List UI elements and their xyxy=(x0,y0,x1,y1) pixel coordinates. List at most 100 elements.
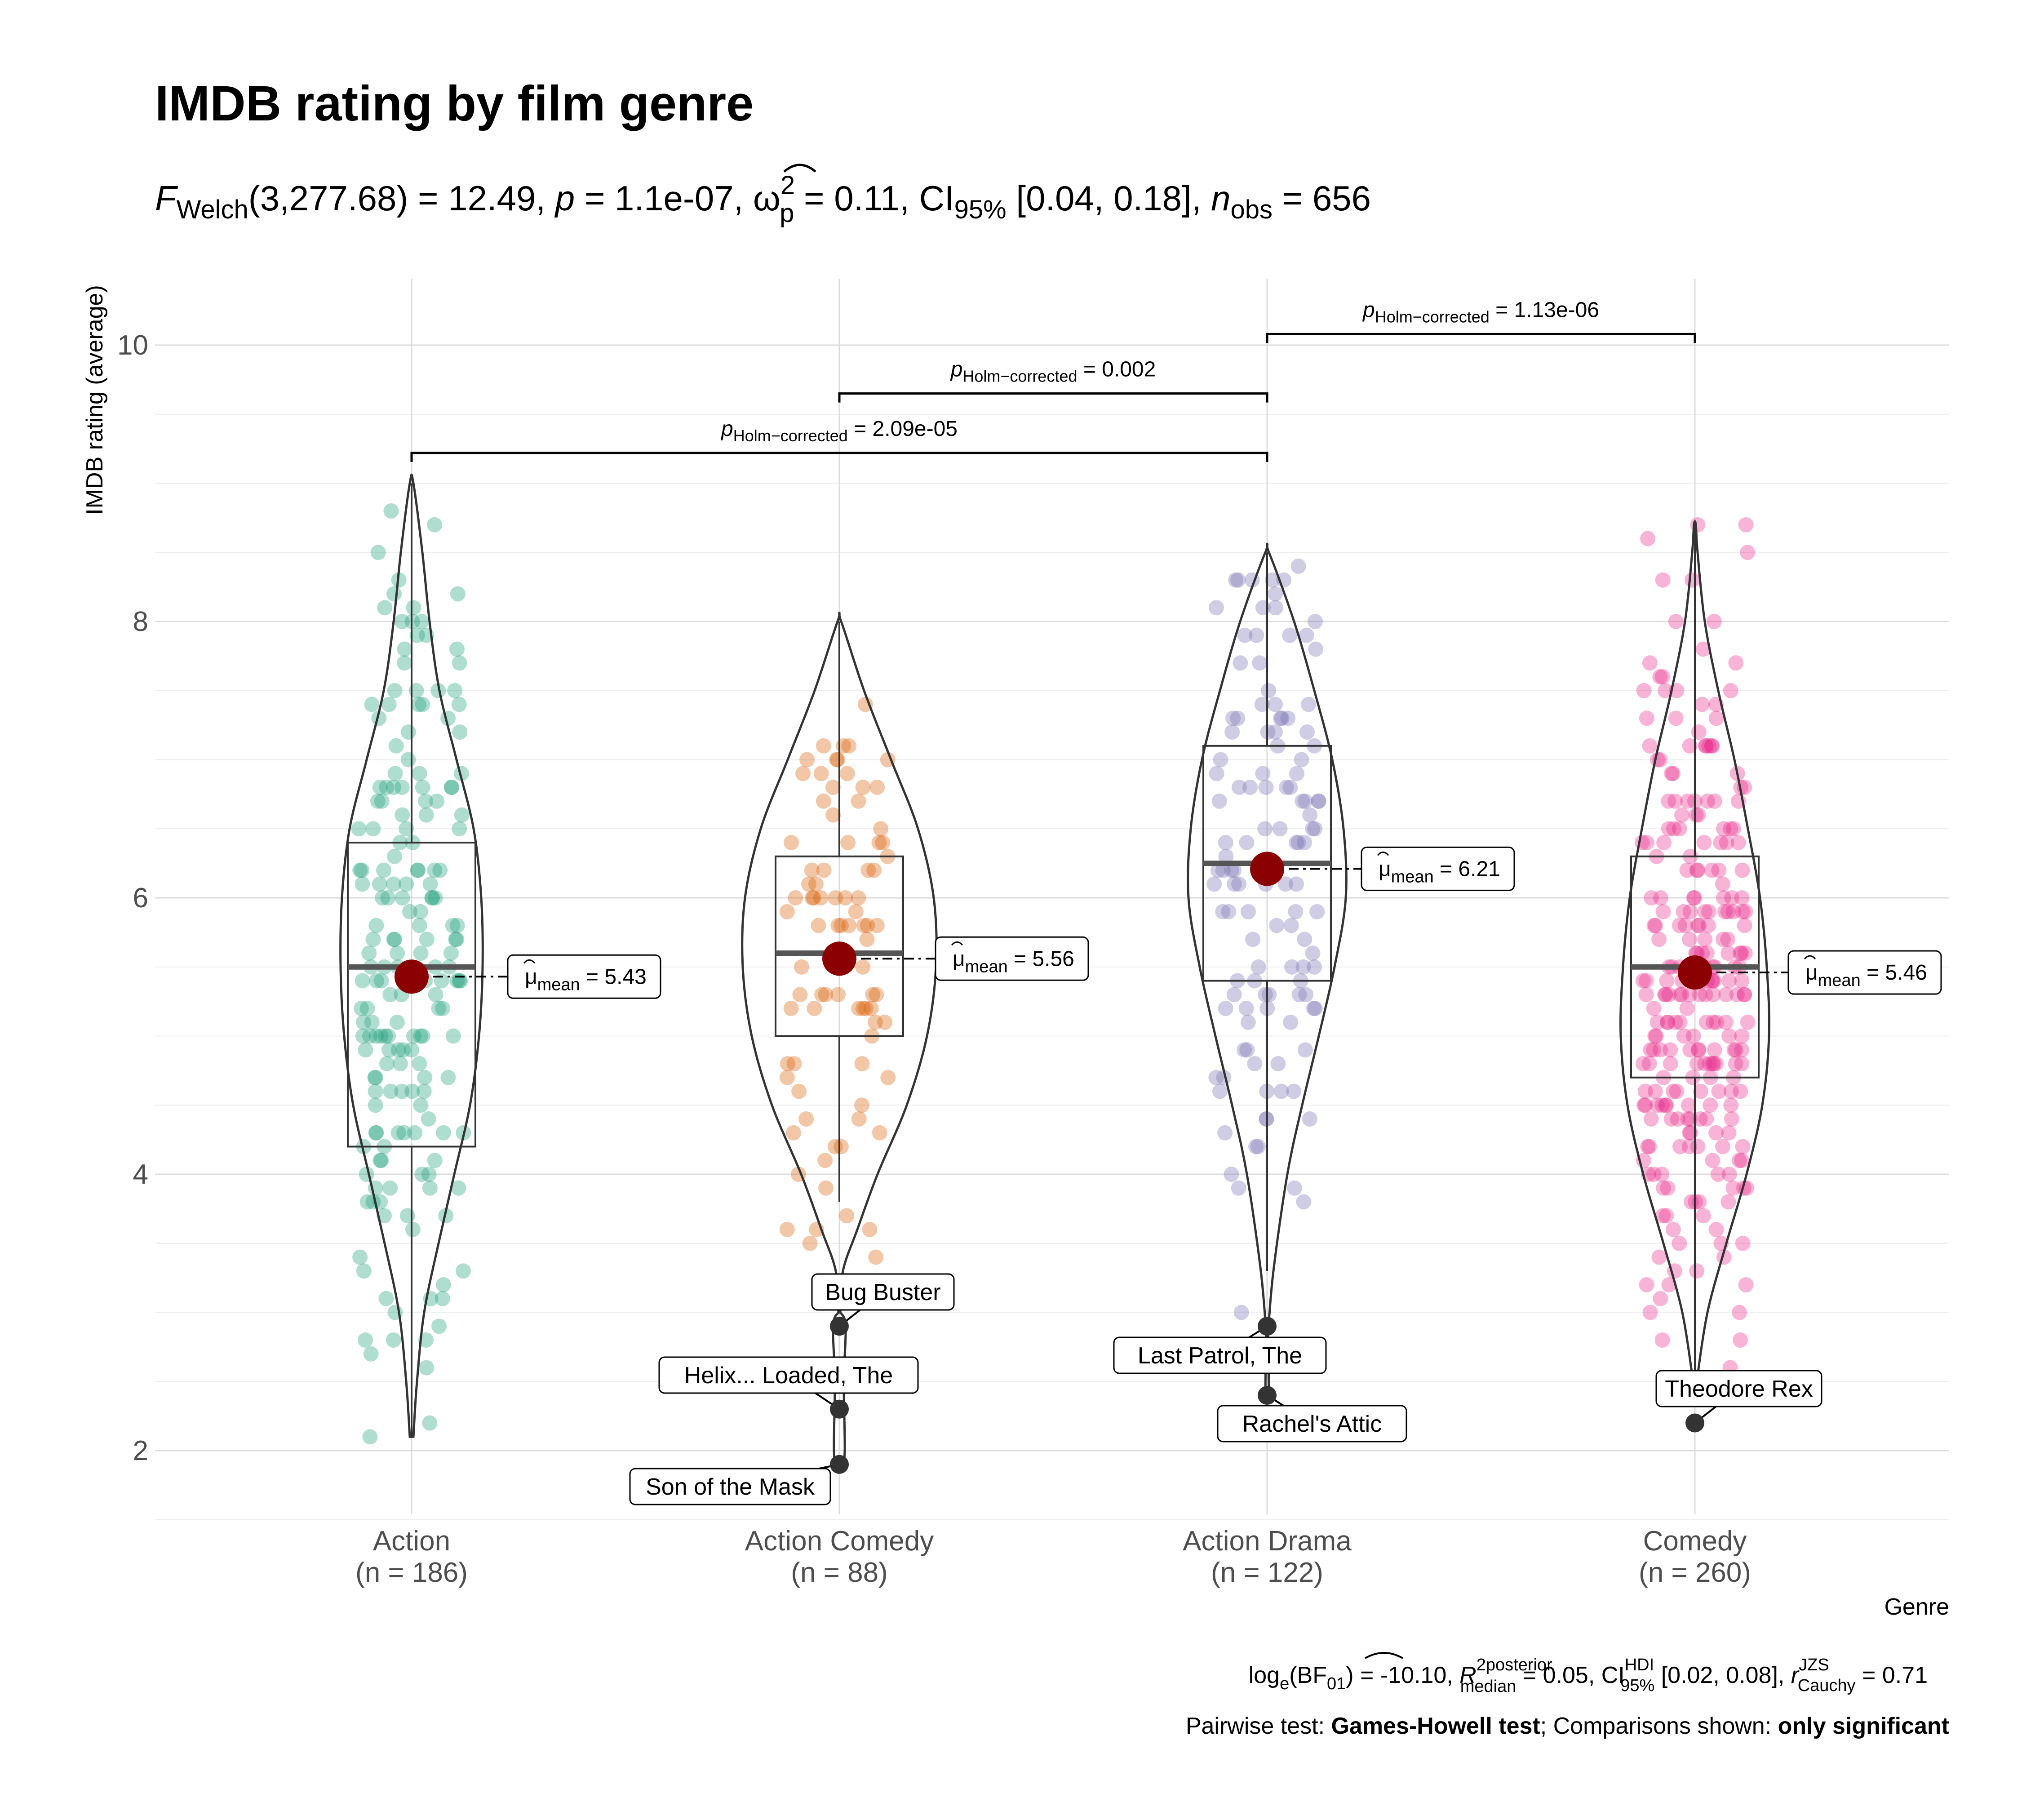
outlier-label-box xyxy=(1217,1405,1407,1443)
data-point xyxy=(813,890,829,906)
data-point xyxy=(1274,710,1290,726)
data-point xyxy=(779,1222,795,1237)
x-tick-label: Action Drama xyxy=(1183,1526,1352,1557)
mean-label-hat xyxy=(523,959,536,964)
mean-label: μmean = 6.21 xyxy=(1379,857,1500,886)
violin-outline xyxy=(1187,542,1348,1335)
data-point xyxy=(1237,1042,1252,1058)
data-point xyxy=(416,1083,432,1099)
data-point xyxy=(839,1208,855,1224)
data-point xyxy=(788,890,803,906)
pairwise-label: pHolm−corrected = 0.002 xyxy=(950,358,1156,386)
outlier-point xyxy=(830,1455,849,1474)
data-point xyxy=(1268,586,1283,602)
data-point xyxy=(427,890,443,906)
x-tick-count: (n = 260) xyxy=(1639,1557,1751,1588)
data-point xyxy=(1655,904,1671,919)
data-point xyxy=(400,752,416,768)
data-point xyxy=(1737,918,1752,933)
data-point xyxy=(860,862,876,878)
data-point xyxy=(1307,821,1323,837)
mean-label-hat xyxy=(1804,955,1816,960)
outlier-point xyxy=(1258,1386,1277,1405)
data-point xyxy=(1709,1014,1725,1030)
data-point xyxy=(1288,904,1304,919)
data-point xyxy=(1734,1042,1750,1058)
data-point xyxy=(1737,987,1752,1003)
data-point xyxy=(848,904,864,919)
data-point xyxy=(354,862,370,878)
data-point xyxy=(1299,627,1314,643)
data-point xyxy=(1724,890,1740,906)
data-point xyxy=(1211,793,1227,809)
data-point xyxy=(386,780,401,795)
data-point xyxy=(435,1277,451,1292)
data-point xyxy=(1696,835,1712,850)
data-point xyxy=(1690,1139,1706,1154)
data-point xyxy=(1678,918,1693,933)
data-point xyxy=(1682,738,1698,754)
data-point xyxy=(1231,780,1247,795)
data-point xyxy=(836,738,851,754)
data-point xyxy=(1638,973,1654,989)
data-point xyxy=(368,1028,384,1044)
data-point xyxy=(1682,932,1698,947)
data-point xyxy=(1305,946,1321,961)
data-point xyxy=(412,918,427,933)
data-point xyxy=(414,1167,430,1182)
data-point xyxy=(380,890,396,906)
caption-line-2: Pairwise test: Games-Howell test; Compar… xyxy=(1186,1713,1949,1739)
data-point xyxy=(854,1097,869,1113)
data-point xyxy=(388,738,404,754)
data-point xyxy=(1672,1139,1688,1154)
data-point xyxy=(1206,876,1222,892)
data-point xyxy=(1233,655,1248,671)
data-point xyxy=(1307,959,1322,975)
data-point xyxy=(364,697,380,712)
data-point xyxy=(400,1208,415,1224)
data-point xyxy=(851,1111,867,1127)
data-point xyxy=(1643,1042,1658,1058)
data-point xyxy=(359,1001,375,1016)
mean-layer: μmean = 5.43 μmean = 5.56 μmean = 6.21 μmea… xyxy=(395,846,1942,999)
points-layer xyxy=(351,503,1756,1445)
data-point xyxy=(1738,904,1753,919)
data-point xyxy=(1733,1083,1748,1099)
data-point xyxy=(1716,890,1731,906)
data-point xyxy=(1306,1001,1321,1016)
data-point xyxy=(1635,973,1651,989)
data-point xyxy=(1692,1111,1708,1127)
data-point xyxy=(387,932,402,947)
data-point xyxy=(1737,946,1753,961)
data-point xyxy=(1209,766,1224,781)
data-point xyxy=(1654,1097,1670,1113)
data-point xyxy=(375,890,390,906)
violin-outline xyxy=(339,473,484,1438)
data-point xyxy=(1690,1042,1706,1058)
data-point xyxy=(1725,1180,1741,1196)
data-point xyxy=(1658,683,1673,698)
data-point xyxy=(1639,835,1654,850)
data-point xyxy=(1217,1125,1233,1141)
data-point xyxy=(368,1097,383,1113)
data-point xyxy=(379,1056,395,1071)
data-point xyxy=(1661,987,1677,1003)
data-point xyxy=(1666,821,1681,837)
data-point xyxy=(387,683,403,698)
data-point xyxy=(435,1291,450,1306)
data-point xyxy=(1655,572,1671,588)
x-axis-title: Genre xyxy=(1884,1594,1949,1620)
data-point xyxy=(1297,835,1312,850)
data-point xyxy=(1734,862,1750,878)
data-point xyxy=(1282,780,1298,795)
data-point xyxy=(1634,835,1650,850)
data-point xyxy=(1689,862,1705,878)
caption-line-1: loge(BF01) = -10.10, R2posterior median =… xyxy=(1249,1656,1928,1696)
data-point xyxy=(1734,1056,1750,1071)
data-point xyxy=(1242,780,1258,795)
data-point xyxy=(1639,1277,1654,1292)
chart-title: IMDB rating by film genre xyxy=(155,76,754,131)
data-point xyxy=(1289,835,1304,850)
data-point xyxy=(451,697,467,712)
outlier-label: Helix... Loaded, The xyxy=(684,1363,893,1389)
